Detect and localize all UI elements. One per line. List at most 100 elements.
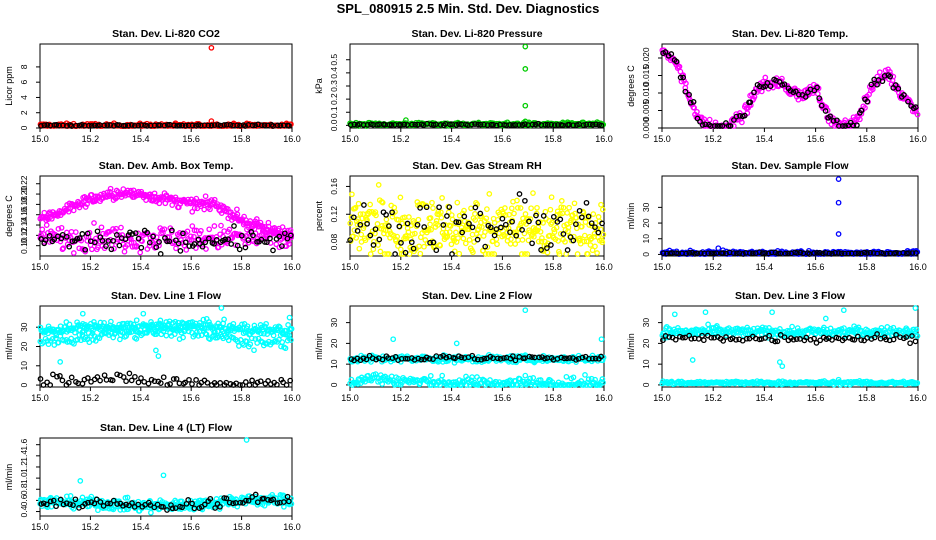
data-point [65, 379, 72, 386]
data-point [544, 245, 550, 251]
data-point [421, 224, 428, 230]
data-point [86, 122, 92, 129]
data-point [408, 239, 415, 246]
data-point [535, 120, 541, 127]
data-point [78, 337, 84, 344]
data-point-outlier [840, 307, 847, 314]
data-point [202, 193, 209, 200]
data-point [103, 243, 109, 249]
data-point [76, 332, 83, 338]
x-tick-label: 15.8 [233, 262, 251, 272]
data-point [680, 74, 687, 81]
data-point [138, 244, 145, 251]
data-point [102, 237, 109, 244]
data-point [876, 69, 883, 76]
data-point [211, 240, 217, 247]
data-point [199, 243, 206, 250]
data-point [217, 380, 224, 386]
data-point [357, 221, 364, 228]
data-point [789, 323, 795, 330]
data-point [668, 51, 675, 57]
data-point [397, 121, 404, 128]
data-point [557, 211, 563, 217]
data-point-outlier [776, 359, 783, 365]
data-point [286, 241, 292, 247]
data-point [164, 382, 171, 388]
data-point [227, 381, 234, 387]
data-point [514, 197, 520, 204]
data-point [864, 250, 870, 256]
data-point [230, 320, 237, 327]
x-tick-label: 15.0 [31, 134, 49, 144]
data-point [388, 122, 395, 128]
data-point [173, 237, 179, 244]
x-tick-label: 16.0 [283, 134, 301, 144]
data-point [548, 194, 555, 201]
x-tick-label: 15.2 [392, 262, 410, 272]
data-point [415, 216, 422, 223]
data-point [267, 235, 273, 242]
data-point [699, 122, 706, 128]
data-point [560, 204, 567, 211]
data-point [156, 239, 162, 245]
data-point [250, 232, 256, 239]
data-point [273, 241, 280, 248]
data-point [429, 199, 435, 206]
data-point [163, 332, 170, 339]
y-tick-label: 0 [641, 252, 651, 257]
data-point [179, 122, 186, 129]
data-point [517, 205, 524, 211]
data-point [195, 122, 202, 128]
data-point [895, 85, 902, 92]
y-axis-label: ml/min [4, 333, 14, 360]
data-point [440, 222, 447, 228]
data-point [97, 377, 103, 384]
data-point [472, 121, 478, 127]
data-point [63, 233, 70, 240]
data-point [46, 232, 53, 239]
chart-title: Stan. Dev. Line 1 Flow [111, 290, 222, 302]
data-point [507, 229, 513, 236]
data-point [518, 251, 525, 257]
data-point [242, 123, 249, 129]
series-primary [347, 182, 607, 257]
data-point [762, 74, 769, 81]
series-primary-low [37, 322, 294, 354]
data-point [513, 229, 519, 236]
data-point [122, 236, 129, 243]
data-point [133, 336, 140, 342]
data-point [397, 194, 404, 201]
y-tick-label: 20 [641, 218, 651, 228]
data-point [482, 243, 489, 250]
data-point [864, 98, 871, 105]
data-point [287, 232, 294, 239]
y-tick-label: 30 [641, 318, 651, 328]
data-point [68, 374, 75, 381]
data-point [421, 243, 427, 250]
data-point [42, 237, 49, 243]
data-point-outlier [208, 44, 215, 51]
data-point-outlier [148, 509, 154, 516]
data-point [765, 250, 772, 257]
series-primary [37, 44, 294, 129]
y-tick-label: 0 [19, 382, 29, 387]
data-point [417, 205, 423, 211]
data-point [221, 122, 227, 128]
data-point [286, 332, 292, 339]
data-point [366, 208, 373, 215]
x-tick-label: 15.6 [182, 134, 200, 144]
data-point [392, 251, 398, 257]
x-tick-label: 15.8 [544, 262, 562, 272]
data-point [88, 122, 95, 129]
data-point [764, 80, 771, 86]
data-point [132, 373, 138, 380]
data-point [160, 374, 167, 381]
data-point [377, 248, 384, 255]
data-point [580, 122, 587, 128]
data-point [270, 247, 276, 254]
data-point [577, 235, 583, 242]
y-tick-label: 4 [19, 95, 29, 100]
data-point [430, 205, 436, 211]
